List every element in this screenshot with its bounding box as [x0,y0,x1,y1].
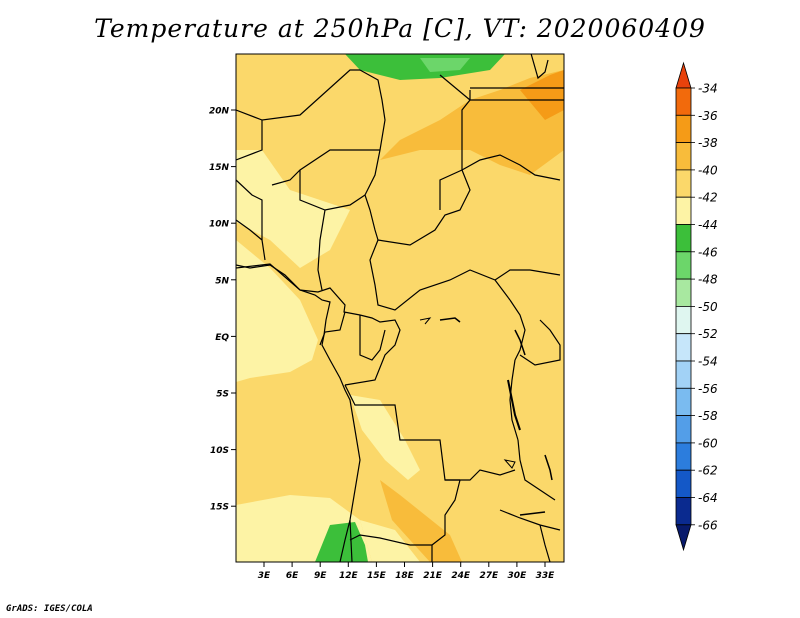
colorbar-swatch [675,278,692,307]
colorbar-swatch [675,251,692,280]
zone-cold-sahara-light [420,58,470,72]
colorbar-label: -50 [698,300,718,314]
colorbar-swatch [675,305,692,335]
zone-cooler-angola [350,395,420,480]
zone-warmer-angola [380,480,462,562]
colorbar-label: -36 [698,109,718,123]
colorbar-label: -44 [698,218,718,232]
grads-credit: GrADS: IGES/COLA [6,604,93,614]
zone-cooler-sw [360,520,420,562]
colorbar-swatch [675,87,692,116]
colorbar-label: -38 [698,136,718,150]
colorbar-label: -58 [698,409,718,423]
zone-warmer-northeast [380,70,564,175]
colorbar-swatch [675,169,692,198]
lat-tick-label: 10N [209,220,230,230]
lat-tick-label: 20N [209,107,230,117]
longitude-axis: 3E 6E 9E 12E 15E 18E 21E 24E 27E 30E 33E [258,562,555,581]
lat-tick-label: EQ [215,333,229,343]
colorbar-swatch [675,415,692,444]
lat-tick-label: 15S [210,503,229,513]
colorbar-label: -52 [698,327,718,341]
colorbar-label: -40 [698,163,718,177]
colorbar-label: -42 [698,191,718,205]
colorbar-label: -66 [698,518,718,532]
lon-tick-label: 30E [508,571,528,581]
colorbar: -34 -36 -38 -40 -42 -44 -46 -48 -50 -52 -54 -56 -58 -… [675,61,718,552]
zone-warmer-ne-corner [520,70,564,120]
colorbar-label: -48 [698,273,718,287]
lat-tick-label: 5N [215,276,229,286]
colorbar-swatch [675,469,692,498]
country-borders [236,69,564,562]
colorbar-label: -62 [698,464,718,478]
colorbar-label: -46 [698,245,718,259]
colorbar-bottom-arrow [675,524,692,552]
lon-tick-label: 12E [339,571,359,581]
map-frame [235,53,565,563]
lon-tick-label: 27E [479,571,499,581]
latitude-axis: 20N 15N 10N 5N EQ 5S 10S 15S [209,107,236,513]
lon-tick-label: 33E [536,571,556,581]
colorbar-swatch [675,360,692,389]
lat-tick-label: 5S [216,390,229,400]
lon-tick-label: 24E [451,571,471,581]
colorbar-label: -64 [698,491,718,505]
colorbar-label: -54 [698,355,718,369]
map-chart: 20N 15N 10N 5N EQ 5S 10S 15S 3E 6E 9E 12E 15E 18E 21E… [209,53,718,581]
lon-tick-label: 18E [395,571,415,581]
lon-tick-label: 6E [286,571,299,581]
zone-cooler-northwest [236,150,350,268]
colorbar-label: -56 [698,382,718,396]
colorbar-swatch [675,497,692,526]
lon-tick-label: 3E [258,571,271,581]
zone-cold-namibia [315,522,368,562]
colorbar-swatch [675,142,692,171]
colorbar-top-arrow [675,61,692,89]
lat-tick-label: 10S [210,446,229,456]
coastline [236,54,553,562]
chart-title: Temperature at 250hPa [C], VT: 202006040… [94,14,706,43]
zone-cooler-westcoast [236,240,318,382]
lat-tick-label: 15N [209,163,230,173]
colorbar-label: -34 [698,82,718,96]
colorbar-swatch [675,224,692,253]
colorbar-swatch [675,333,692,362]
colorbar-swatch [675,114,692,144]
colorbar-label: -60 [698,436,718,450]
temperature-shading [236,54,564,562]
colorbar-swatch [675,196,692,225]
lon-tick-label: 9E [314,571,327,581]
colorbar-swatch [675,442,692,471]
colorbar-swatch [675,387,692,416]
lon-tick-label: 21E [423,571,443,581]
lon-tick-label: 15E [367,571,387,581]
